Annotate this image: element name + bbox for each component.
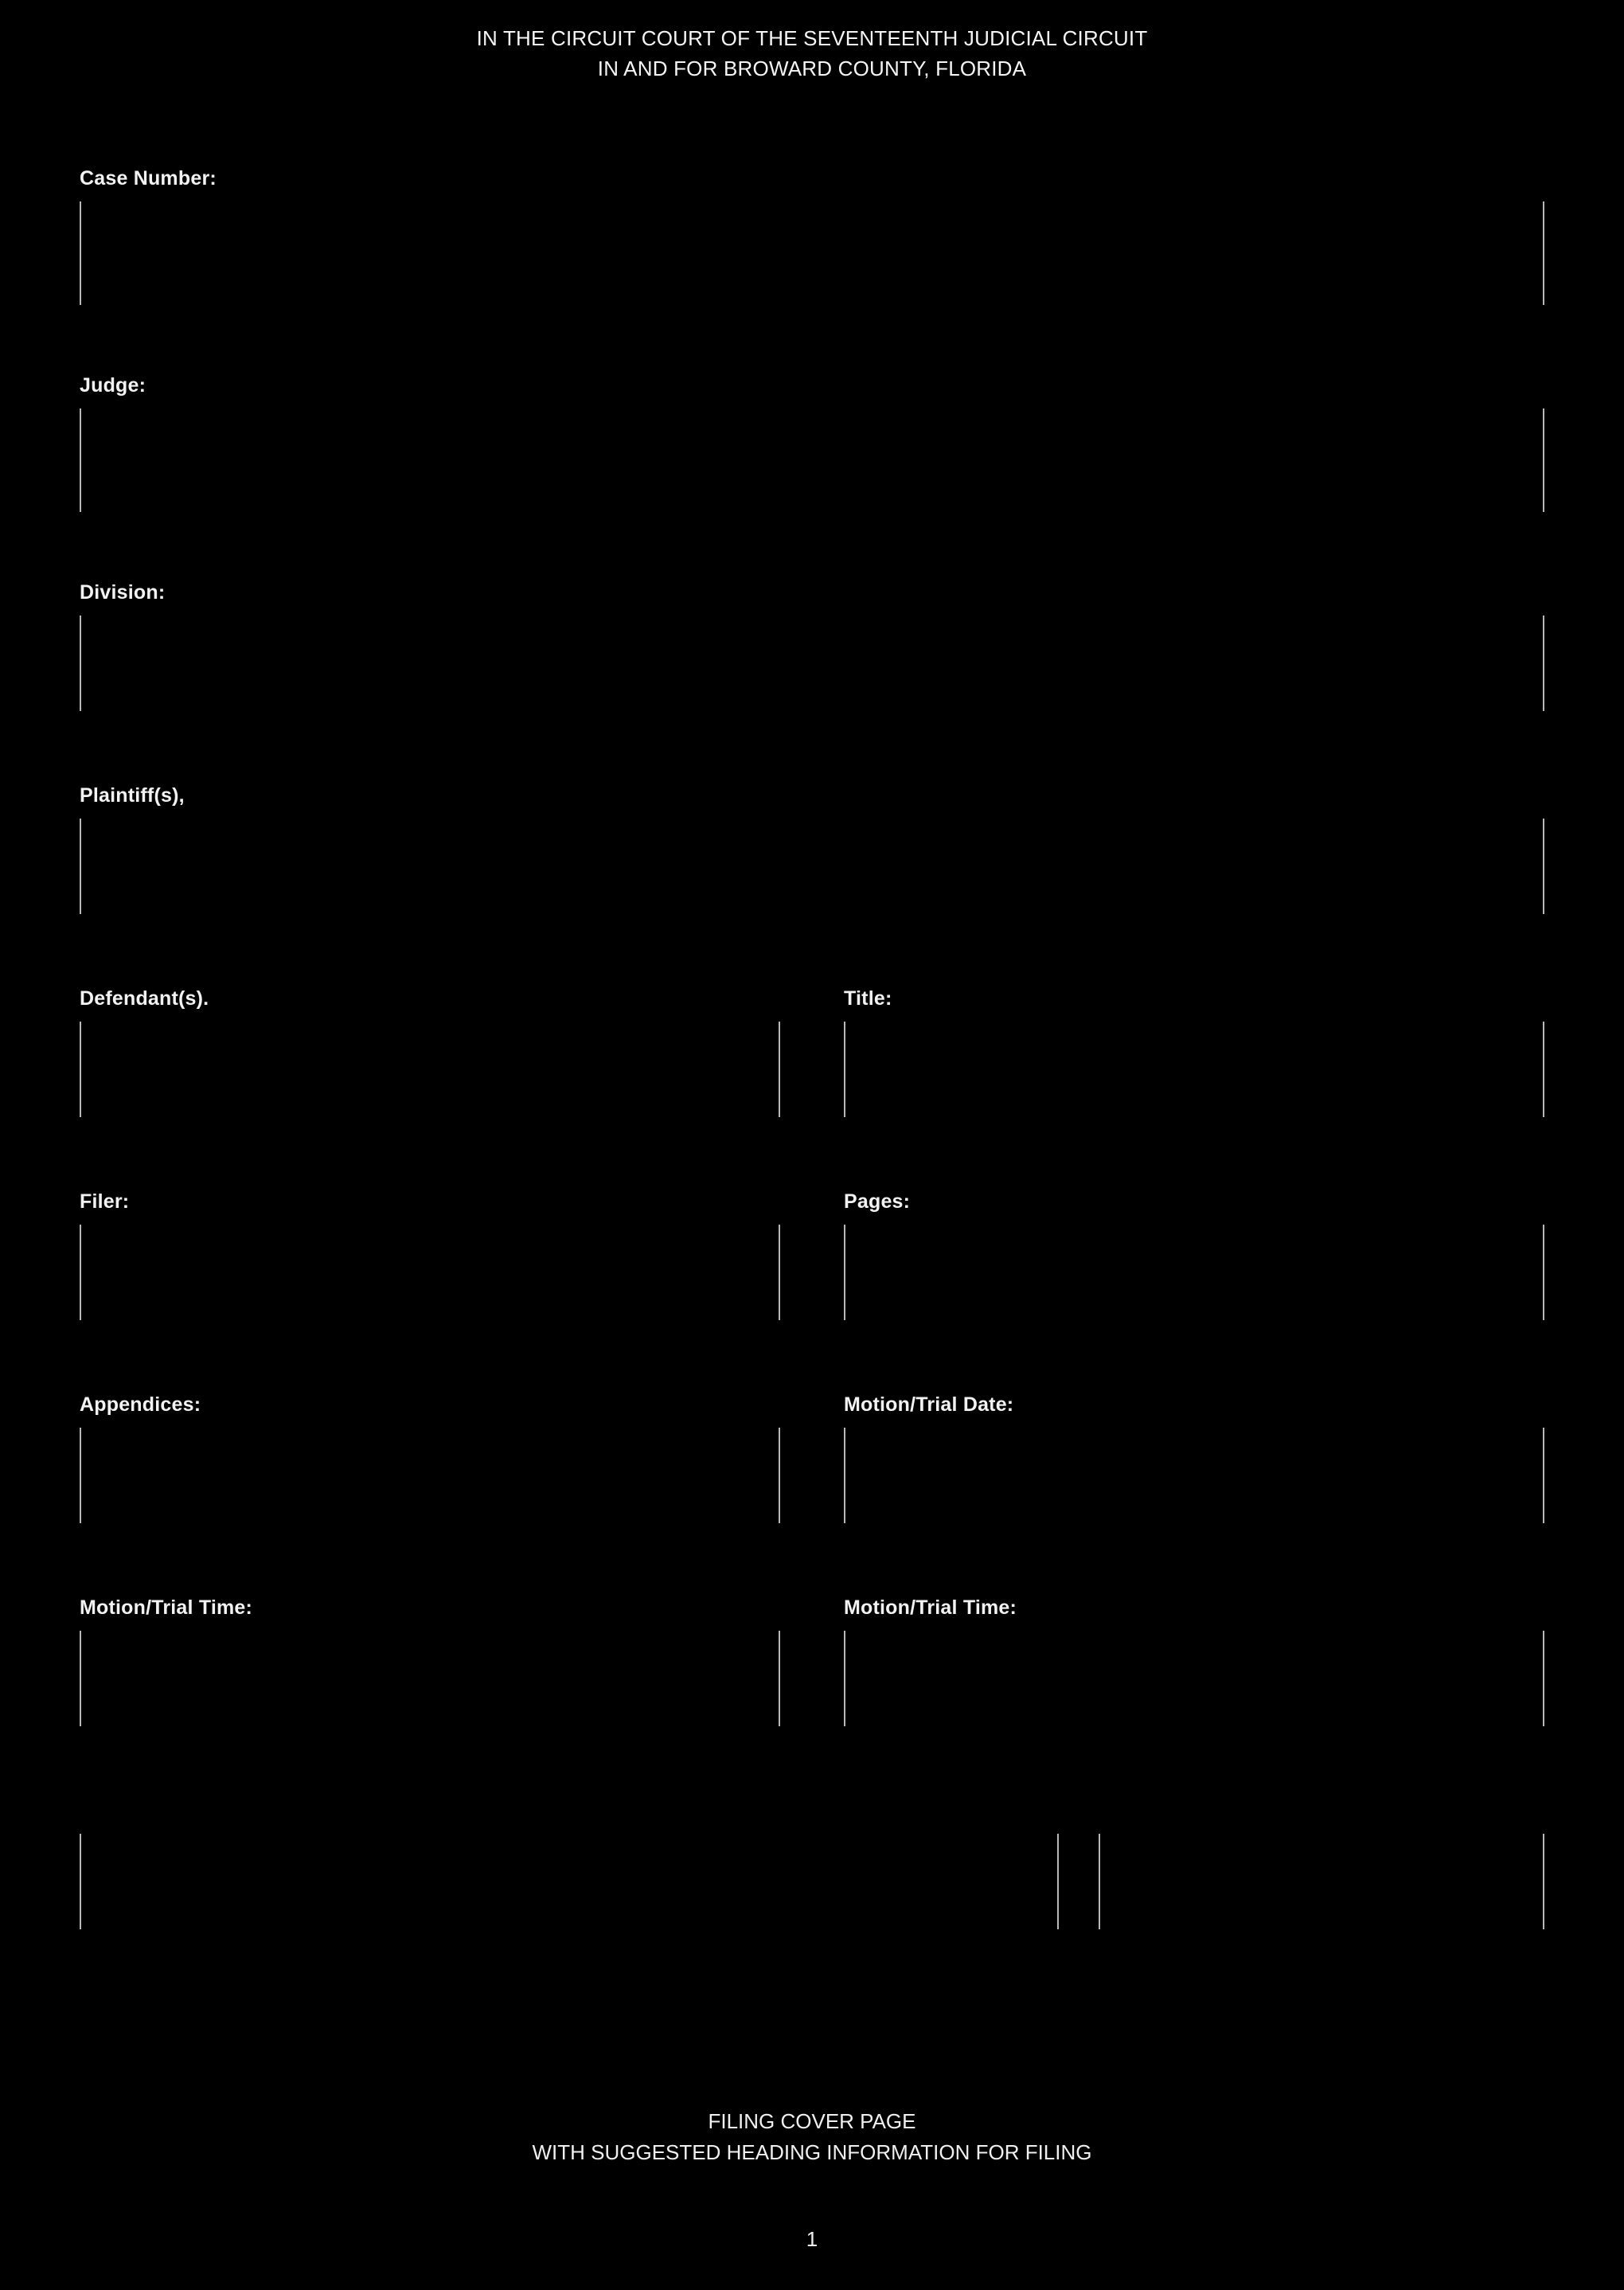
row-filer-pages: Filer: Pages: — [80, 1190, 1544, 1320]
field-last-left — [80, 1800, 1059, 1929]
input-case-number[interactable] — [80, 201, 1544, 305]
court-header: IN THE CIRCUIT COURT OF THE SEVENTEENTH … — [0, 24, 1624, 84]
footer-line-2: WITH SUGGESTED HEADING INFORMATION FOR F… — [0, 2137, 1624, 2168]
input-division[interactable] — [80, 615, 1544, 711]
field-motion-time-left: Motion/Trial Time: — [80, 1596, 780, 1726]
field-defendants: Defendant(s). — [80, 987, 780, 1117]
label-last-left — [80, 1800, 1059, 1823]
input-defendants[interactable] — [80, 1022, 780, 1117]
field-last-right — [1099, 1800, 1544, 1929]
row-defendants-title: Defendant(s). Title: — [80, 987, 1544, 1117]
input-judge[interactable] — [80, 408, 1544, 512]
field-motion-time-right: Motion/Trial Time: — [844, 1596, 1544, 1726]
label-case-number: Case Number: — [80, 167, 1544, 190]
input-motion-time-left[interactable] — [80, 1631, 780, 1726]
input-last-left[interactable] — [80, 1834, 1059, 1929]
label-last-right — [1099, 1800, 1544, 1823]
row-last — [80, 1800, 1544, 1929]
label-division: Division: — [80, 581, 1544, 604]
field-division: Division: — [80, 581, 1544, 711]
input-motion-time-right[interactable] — [844, 1631, 1544, 1726]
label-appendices: Appendices: — [80, 1393, 780, 1417]
field-filer: Filer: — [80, 1190, 780, 1320]
input-pages[interactable] — [844, 1225, 1544, 1320]
filing-cover-page: IN THE CIRCUIT COURT OF THE SEVENTEENTH … — [0, 0, 1624, 2290]
field-motion-date: Motion/Trial Date: — [844, 1393, 1544, 1523]
row-motiontime: Motion/Trial Time: Motion/Trial Time: — [80, 1596, 1544, 1726]
field-pages: Pages: — [844, 1190, 1544, 1320]
label-motion-date: Motion/Trial Date: — [844, 1393, 1544, 1417]
field-plaintiffs: Plaintiff(s), — [80, 784, 1544, 914]
input-motion-date[interactable] — [844, 1428, 1544, 1523]
label-defendants: Defendant(s). — [80, 987, 780, 1010]
footer: FILING COVER PAGE WITH SUGGESTED HEADING… — [0, 2106, 1624, 2255]
court-header-line-1: IN THE CIRCUIT COURT OF THE SEVENTEENTH … — [0, 24, 1624, 54]
footer-page-number: 1 — [0, 2224, 1624, 2255]
input-last-right[interactable] — [1099, 1834, 1544, 1929]
label-motion-time-right: Motion/Trial Time: — [844, 1596, 1544, 1620]
footer-line-1: FILING COVER PAGE — [0, 2106, 1624, 2137]
label-judge: Judge: — [80, 374, 1544, 397]
field-appendices: Appendices: — [80, 1393, 780, 1523]
input-filer[interactable] — [80, 1225, 780, 1320]
input-title[interactable] — [844, 1022, 1544, 1117]
court-header-line-2: IN AND FOR BROWARD COUNTY, FLORIDA — [0, 54, 1624, 84]
label-filer: Filer: — [80, 1190, 780, 1213]
label-pages: Pages: — [844, 1190, 1544, 1213]
label-motion-time-left: Motion/Trial Time: — [80, 1596, 780, 1620]
label-plaintiffs: Plaintiff(s), — [80, 784, 1544, 807]
field-case-number: Case Number: — [80, 167, 1544, 305]
row-appendices-motiondate: Appendices: Motion/Trial Date: — [80, 1393, 1544, 1523]
input-appendices[interactable] — [80, 1428, 780, 1523]
field-title: Title: — [844, 987, 1544, 1117]
field-judge: Judge: — [80, 374, 1544, 512]
label-title: Title: — [844, 987, 1544, 1010]
input-plaintiffs[interactable] — [80, 819, 1544, 914]
